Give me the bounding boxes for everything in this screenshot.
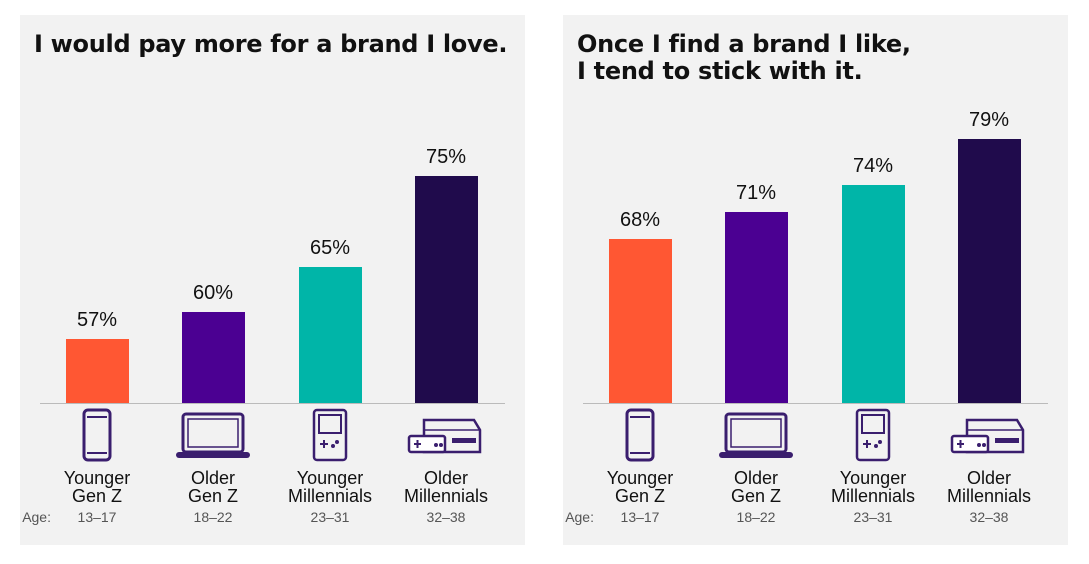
category-label: Older Millennials	[946, 468, 1032, 506]
device-icon	[407, 418, 482, 454]
device-icon	[950, 418, 1025, 454]
category-label: Older Gen Z	[730, 468, 782, 506]
value-label: 68%	[619, 209, 661, 232]
age-label: 32–38	[969, 509, 1009, 525]
bar	[841, 184, 905, 403]
baseline	[40, 403, 505, 404]
value-label: 60%	[192, 282, 234, 304]
age-label: 18–22	[193, 509, 233, 525]
category-label: Younger Millennials	[287, 468, 373, 506]
device-icon	[82, 408, 112, 462]
chart-panel: Once I find a brand I like, I tend to st…	[563, 15, 1068, 545]
device-icon	[855, 408, 891, 462]
value-label: 65%	[309, 236, 351, 259]
category-label: Younger Gen Z	[63, 468, 131, 506]
bar	[65, 339, 129, 403]
device-icon	[176, 412, 250, 458]
chart-title: Once I find a brand I like, I tend to st…	[577, 30, 911, 85]
bar	[181, 312, 245, 403]
value-label: 57%	[76, 309, 118, 332]
value-label: 79%	[968, 109, 1010, 132]
bar	[414, 175, 478, 403]
age-label: 13–17	[77, 509, 117, 525]
category-label: Younger Gen Z	[606, 468, 674, 506]
device-icon	[312, 408, 348, 462]
value-label: 74%	[852, 154, 894, 177]
value-label: 71%	[735, 181, 777, 204]
chart-title: I would pay more for a brand I love.	[34, 30, 508, 58]
category-label: Younger Millennials	[830, 468, 916, 506]
baseline	[583, 403, 1048, 404]
chart-panel: I would pay more for a brand I love. 57% Y…	[20, 15, 525, 545]
age-prefix: Age:	[22, 509, 51, 525]
age-label: 32–38	[426, 509, 466, 525]
age-label: 13–17	[620, 509, 660, 525]
category-label: Older Gen Z	[187, 468, 239, 506]
value-label: 75%	[425, 145, 467, 168]
bar	[298, 266, 362, 403]
age-label: 23–31	[310, 509, 350, 525]
age-label: 23–31	[853, 509, 893, 525]
age-label: 18–22	[736, 509, 776, 525]
bar	[957, 139, 1021, 403]
bar	[724, 211, 788, 403]
device-icon	[719, 412, 793, 458]
device-icon	[625, 408, 655, 462]
age-prefix: Age:	[565, 509, 594, 525]
category-label: Older Millennials	[403, 468, 489, 506]
bar	[608, 239, 672, 403]
